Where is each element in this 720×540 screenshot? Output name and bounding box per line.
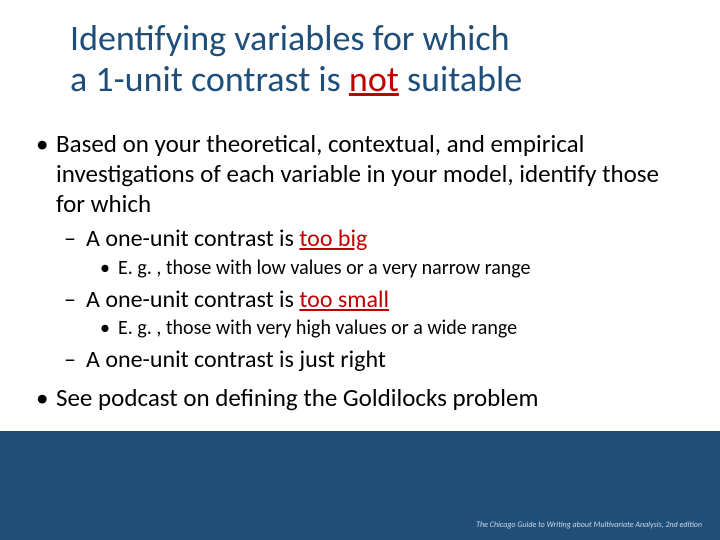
bullet-level1: Based on your theoretical, contextual, a… [30, 129, 690, 219]
bullet-level1: See podcast on defining the Goldilocks p… [30, 383, 690, 413]
title-container: Identifying variables for which a 1-unit… [0, 0, 720, 119]
bullet-1b-pre: A one-unit contrast is [86, 285, 299, 314]
bullet-1b1-text: E. g. , those with very high values or a… [118, 316, 517, 340]
title-not-word: not [349, 57, 399, 101]
bullet-level3: E. g. , those with very high values or a… [30, 316, 690, 340]
title-line2-pre: a 1-unit contrast is [70, 57, 349, 101]
bullet-level2: A one-unit contrast is too small [30, 286, 690, 315]
bullet-1a1-text: E. g. , those with low values or a very … [118, 256, 531, 280]
slide: Identifying variables for which a 1-unit… [0, 0, 720, 540]
bullet-1-text: Based on your theoretical, contextual, a… [56, 128, 659, 219]
body-container: Based on your theoretical, contextual, a… [0, 119, 720, 431]
title-line1: Identifying variables for which [70, 16, 510, 60]
bullet-level2: A one-unit contrast is just right [30, 346, 690, 375]
bullet-1c-text: A one-unit contrast is just right [86, 345, 386, 374]
bullet-1a-pre: A one-unit contrast is [86, 224, 299, 253]
slide-title: Identifying variables for which a 1-unit… [70, 18, 670, 101]
bullet-1a-emph: too big [299, 224, 367, 253]
footer-citation: The Chicago Guide to Writing about Multi… [476, 520, 702, 530]
title-line2-post: suitable [399, 57, 522, 101]
bullet-level3: E. g. , those with low values or a very … [30, 256, 690, 280]
bullet-2-text: See podcast on defining the Goldilocks p… [56, 382, 538, 413]
bullet-1b-emph: too small [299, 285, 389, 314]
bullet-level2: A one-unit contrast is too big [30, 225, 690, 254]
